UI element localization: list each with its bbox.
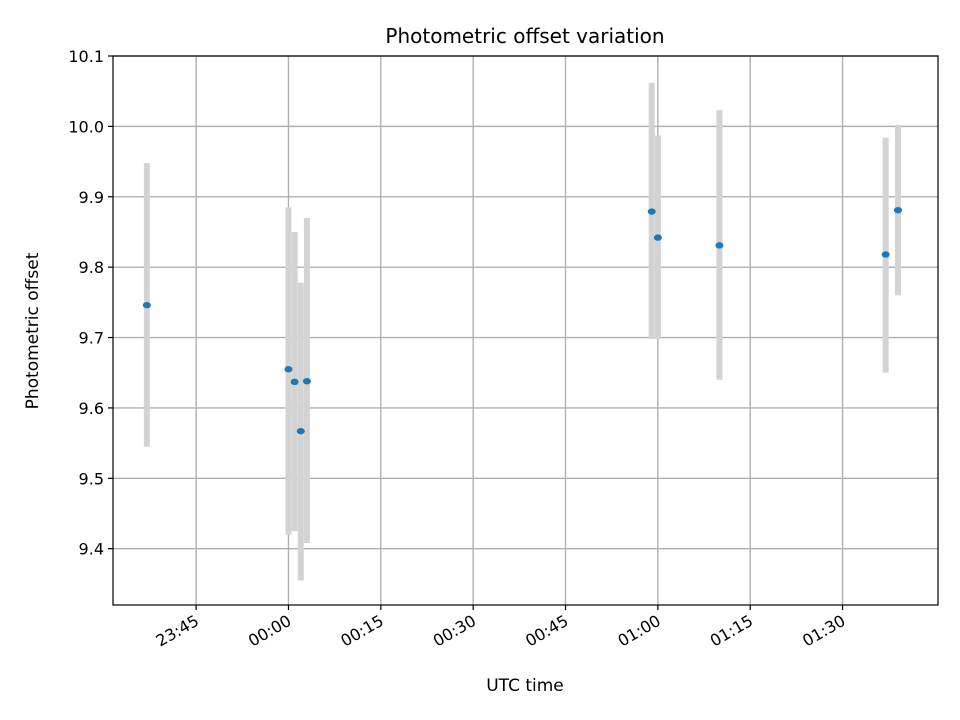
y-tick-label: 9.6 <box>79 399 104 418</box>
data-point <box>302 377 311 385</box>
error-bars <box>143 82 901 581</box>
data-point <box>296 427 305 435</box>
x-tick-label: 01:30 <box>799 611 848 651</box>
data-point <box>284 366 293 373</box>
y-tick-label: 9.8 <box>79 258 104 277</box>
grid <box>113 55 938 605</box>
x-axis-label: UTC time <box>486 676 564 696</box>
chart-title: Photometric offset variation <box>385 24 664 48</box>
x-tick-label: 00:15 <box>337 611 386 651</box>
y-tick-label: 10.1 <box>68 47 104 66</box>
x-tick-label: 01:00 <box>614 611 663 651</box>
x-tick-label: 00:45 <box>522 611 571 651</box>
y-tick-label: 9.5 <box>79 469 104 488</box>
data-points <box>142 206 902 435</box>
data-point <box>881 251 890 258</box>
data-point <box>893 206 902 214</box>
plot-frame <box>112 55 939 606</box>
x-tick-label: 23:45 <box>153 611 202 651</box>
data-point <box>290 378 299 386</box>
x-axis: 23:45 00:00 00:15 00:30 00:45 01:00 01:15 01:30 <box>153 605 849 651</box>
y-axis-label: Photometric offset <box>23 252 43 409</box>
data-point <box>647 208 656 215</box>
x-tick-label: 01:15 <box>707 611 756 651</box>
y-tick-label: 9.4 <box>79 540 104 559</box>
y-tick-label: 9.7 <box>79 329 104 348</box>
y-tick-label: 10.0 <box>68 117 104 136</box>
data-point <box>653 234 662 241</box>
x-tick-label: 00:30 <box>430 611 479 651</box>
x-tick-label: 00:00 <box>245 611 294 651</box>
y-axis: 9.4 9.5 9.6 9.7 9.8 9.9 10.0 10.1 <box>68 47 113 559</box>
data-point <box>715 242 724 249</box>
data-point <box>142 301 151 309</box>
y-tick-label: 9.9 <box>79 188 104 207</box>
